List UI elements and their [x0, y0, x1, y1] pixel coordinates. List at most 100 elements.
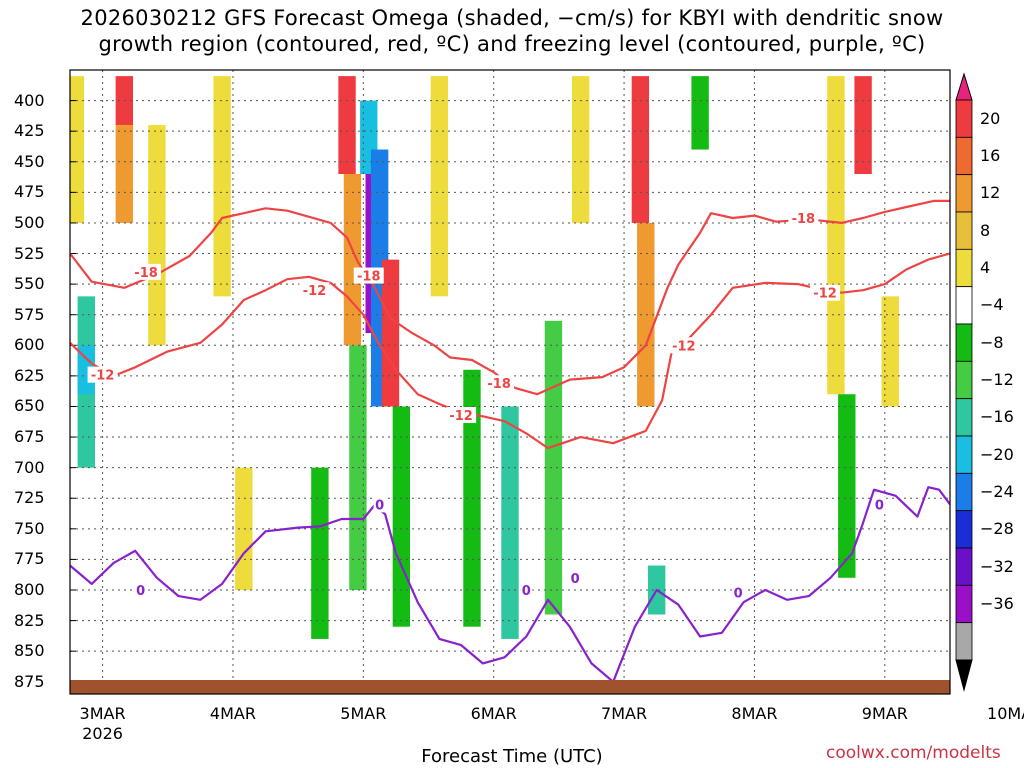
- y-tick-label-625: 625: [14, 365, 45, 385]
- y-tick-label-725: 725: [14, 488, 45, 508]
- colorbar-tick-label-1: 16: [980, 146, 1001, 165]
- contour-label-bg: [134, 582, 147, 598]
- colorbar-swatch-10: [955, 472, 973, 512]
- colorbar-swatch-0: [955, 99, 973, 138]
- x-tick-label-10MAR: 10MAR: [987, 704, 1024, 723]
- y-tick-label-875: 875: [14, 671, 45, 691]
- contour-label-bg: [353, 267, 384, 284]
- y-tick-label-825: 825: [14, 610, 45, 630]
- contour-label-bg: [810, 284, 841, 301]
- contour-label-bg: [569, 569, 582, 586]
- omega-cell-18: [463, 369, 481, 627]
- omega-cell-21: [571, 76, 590, 223]
- colorbar-swatch-9: [955, 435, 973, 474]
- chart-title-line-2: growth region (contoured, red, ºC) and f…: [98, 32, 926, 56]
- x-tick-label-3MAR: 3MAR: [79, 704, 126, 723]
- colorbar-swatch-8: [955, 398, 973, 437]
- y-tick-label-575: 575: [14, 304, 45, 324]
- colorbar-tick-label-8: −16: [980, 407, 1014, 427]
- colorbar-swatch-11: [955, 510, 973, 549]
- contour-label-bg: [299, 282, 330, 299]
- omega-cell-5: [148, 125, 166, 346]
- y-tick-label-425: 425: [14, 121, 45, 141]
- contour-label-8: -12: [813, 287, 837, 302]
- contour-label-1: -18: [357, 270, 381, 285]
- contour-label-9: 0: [136, 584, 145, 599]
- contour-label-bg: [373, 496, 386, 513]
- colorbar-tick-label-12: −32: [980, 556, 1014, 576]
- omega-cell-29: [881, 296, 899, 407]
- colorbar-tick-label-3: 8: [980, 220, 991, 240]
- y-tick-label-600: 600: [14, 335, 45, 355]
- contour-label-bg: [484, 375, 515, 392]
- contour-label-5: -12: [91, 369, 115, 384]
- omega-cell-6: [213, 76, 231, 297]
- y-tick-label-850: 850: [14, 641, 45, 661]
- colorbar-swatch-5: [955, 286, 973, 325]
- colorbar-tick-label-9: −20: [980, 444, 1014, 464]
- x-tick-label-6MAR: 6MAR: [470, 704, 517, 723]
- colorbar-tick-label-4: 4: [980, 258, 991, 277]
- colorbar-tick-label-2: 12: [980, 183, 1001, 203]
- x-tick-label-9MAR: 9MAR: [861, 704, 908, 723]
- omega-cell-27: [838, 394, 856, 578]
- y-tick-label-800: 800: [14, 580, 45, 599]
- contour-label-3: -18: [792, 212, 816, 227]
- omega-cell-9: [338, 76, 356, 174]
- omega-cell-25: [691, 76, 709, 150]
- colorbar-swatch-4: [955, 248, 973, 288]
- omega-cell-15: [381, 259, 400, 407]
- colorbar-swatch-13: [955, 584, 973, 624]
- plot-frame: [69, 69, 951, 695]
- source-credit: coolwx.com/modelts: [826, 743, 1001, 763]
- omega-cell-20: [544, 320, 563, 615]
- y-tick-label-675: 675: [14, 427, 45, 447]
- omega-cell-16: [392, 406, 411, 627]
- contour-label-bg: [87, 366, 118, 383]
- y-tick-label-525: 525: [14, 243, 45, 263]
- contour-label-0: -18: [134, 266, 158, 281]
- contour-label-bg: [788, 210, 819, 227]
- colorbar-swatch-1: [955, 136, 973, 176]
- y-tick-label-775: 775: [14, 549, 45, 569]
- colorbar-swatch-2: [955, 174, 973, 213]
- contour-label-bg: [520, 582, 533, 598]
- y-tick-label-650: 650: [14, 396, 45, 416]
- contour-label-bg: [446, 407, 477, 424]
- contour-label-bg: [668, 337, 699, 354]
- colorbar-tick-label-10: −24: [980, 482, 1014, 501]
- contour-dgz_-12: [70, 252, 950, 450]
- y-tick-label-500: 500: [14, 212, 45, 232]
- contour-label-14: 0: [875, 498, 884, 513]
- colorbar-tick-label-6: −8: [980, 332, 1004, 352]
- x-axis-label: Forecast Time (UTC): [421, 746, 603, 767]
- contour-label-10: 0: [375, 498, 384, 513]
- omega-cell-28: [854, 76, 872, 174]
- y-tick-label-550: 550: [14, 274, 45, 294]
- omega-cell-19: [501, 406, 519, 639]
- omega-cell-22: [631, 76, 650, 223]
- contour-freezing_0: [70, 486, 950, 683]
- omega-cell-26: [827, 76, 845, 395]
- omega-cell-4: [115, 125, 134, 223]
- omega-cell-10: [343, 174, 362, 346]
- colorbar-swatch-14: [955, 622, 973, 661]
- colorbar-tick-label-7: −12: [980, 370, 1014, 389]
- x-tick-label-7MAR: 7MAR: [601, 704, 648, 723]
- contour-label-7: -12: [672, 339, 696, 354]
- y-tick-label-450: 450: [14, 151, 45, 171]
- omega-cell-0: [70, 76, 85, 223]
- x-tick-label-4MAR: 4MAR: [209, 704, 256, 723]
- colorbar-swatch-3: [955, 211, 973, 250]
- contour-label-4: -12: [303, 284, 327, 299]
- contour-label-bg: [732, 584, 745, 601]
- contour-label-2: -18: [487, 377, 511, 392]
- omega-cell-8: [311, 467, 329, 639]
- colorbar-top-arrow: [955, 72, 973, 101]
- y-tick-label-750: 750: [14, 518, 45, 538]
- colorbar-swatch-6: [955, 323, 973, 362]
- omega-cell-17: [430, 76, 449, 297]
- y-tick-label-700: 700: [14, 457, 45, 477]
- colorbar-swatch-12: [955, 547, 973, 586]
